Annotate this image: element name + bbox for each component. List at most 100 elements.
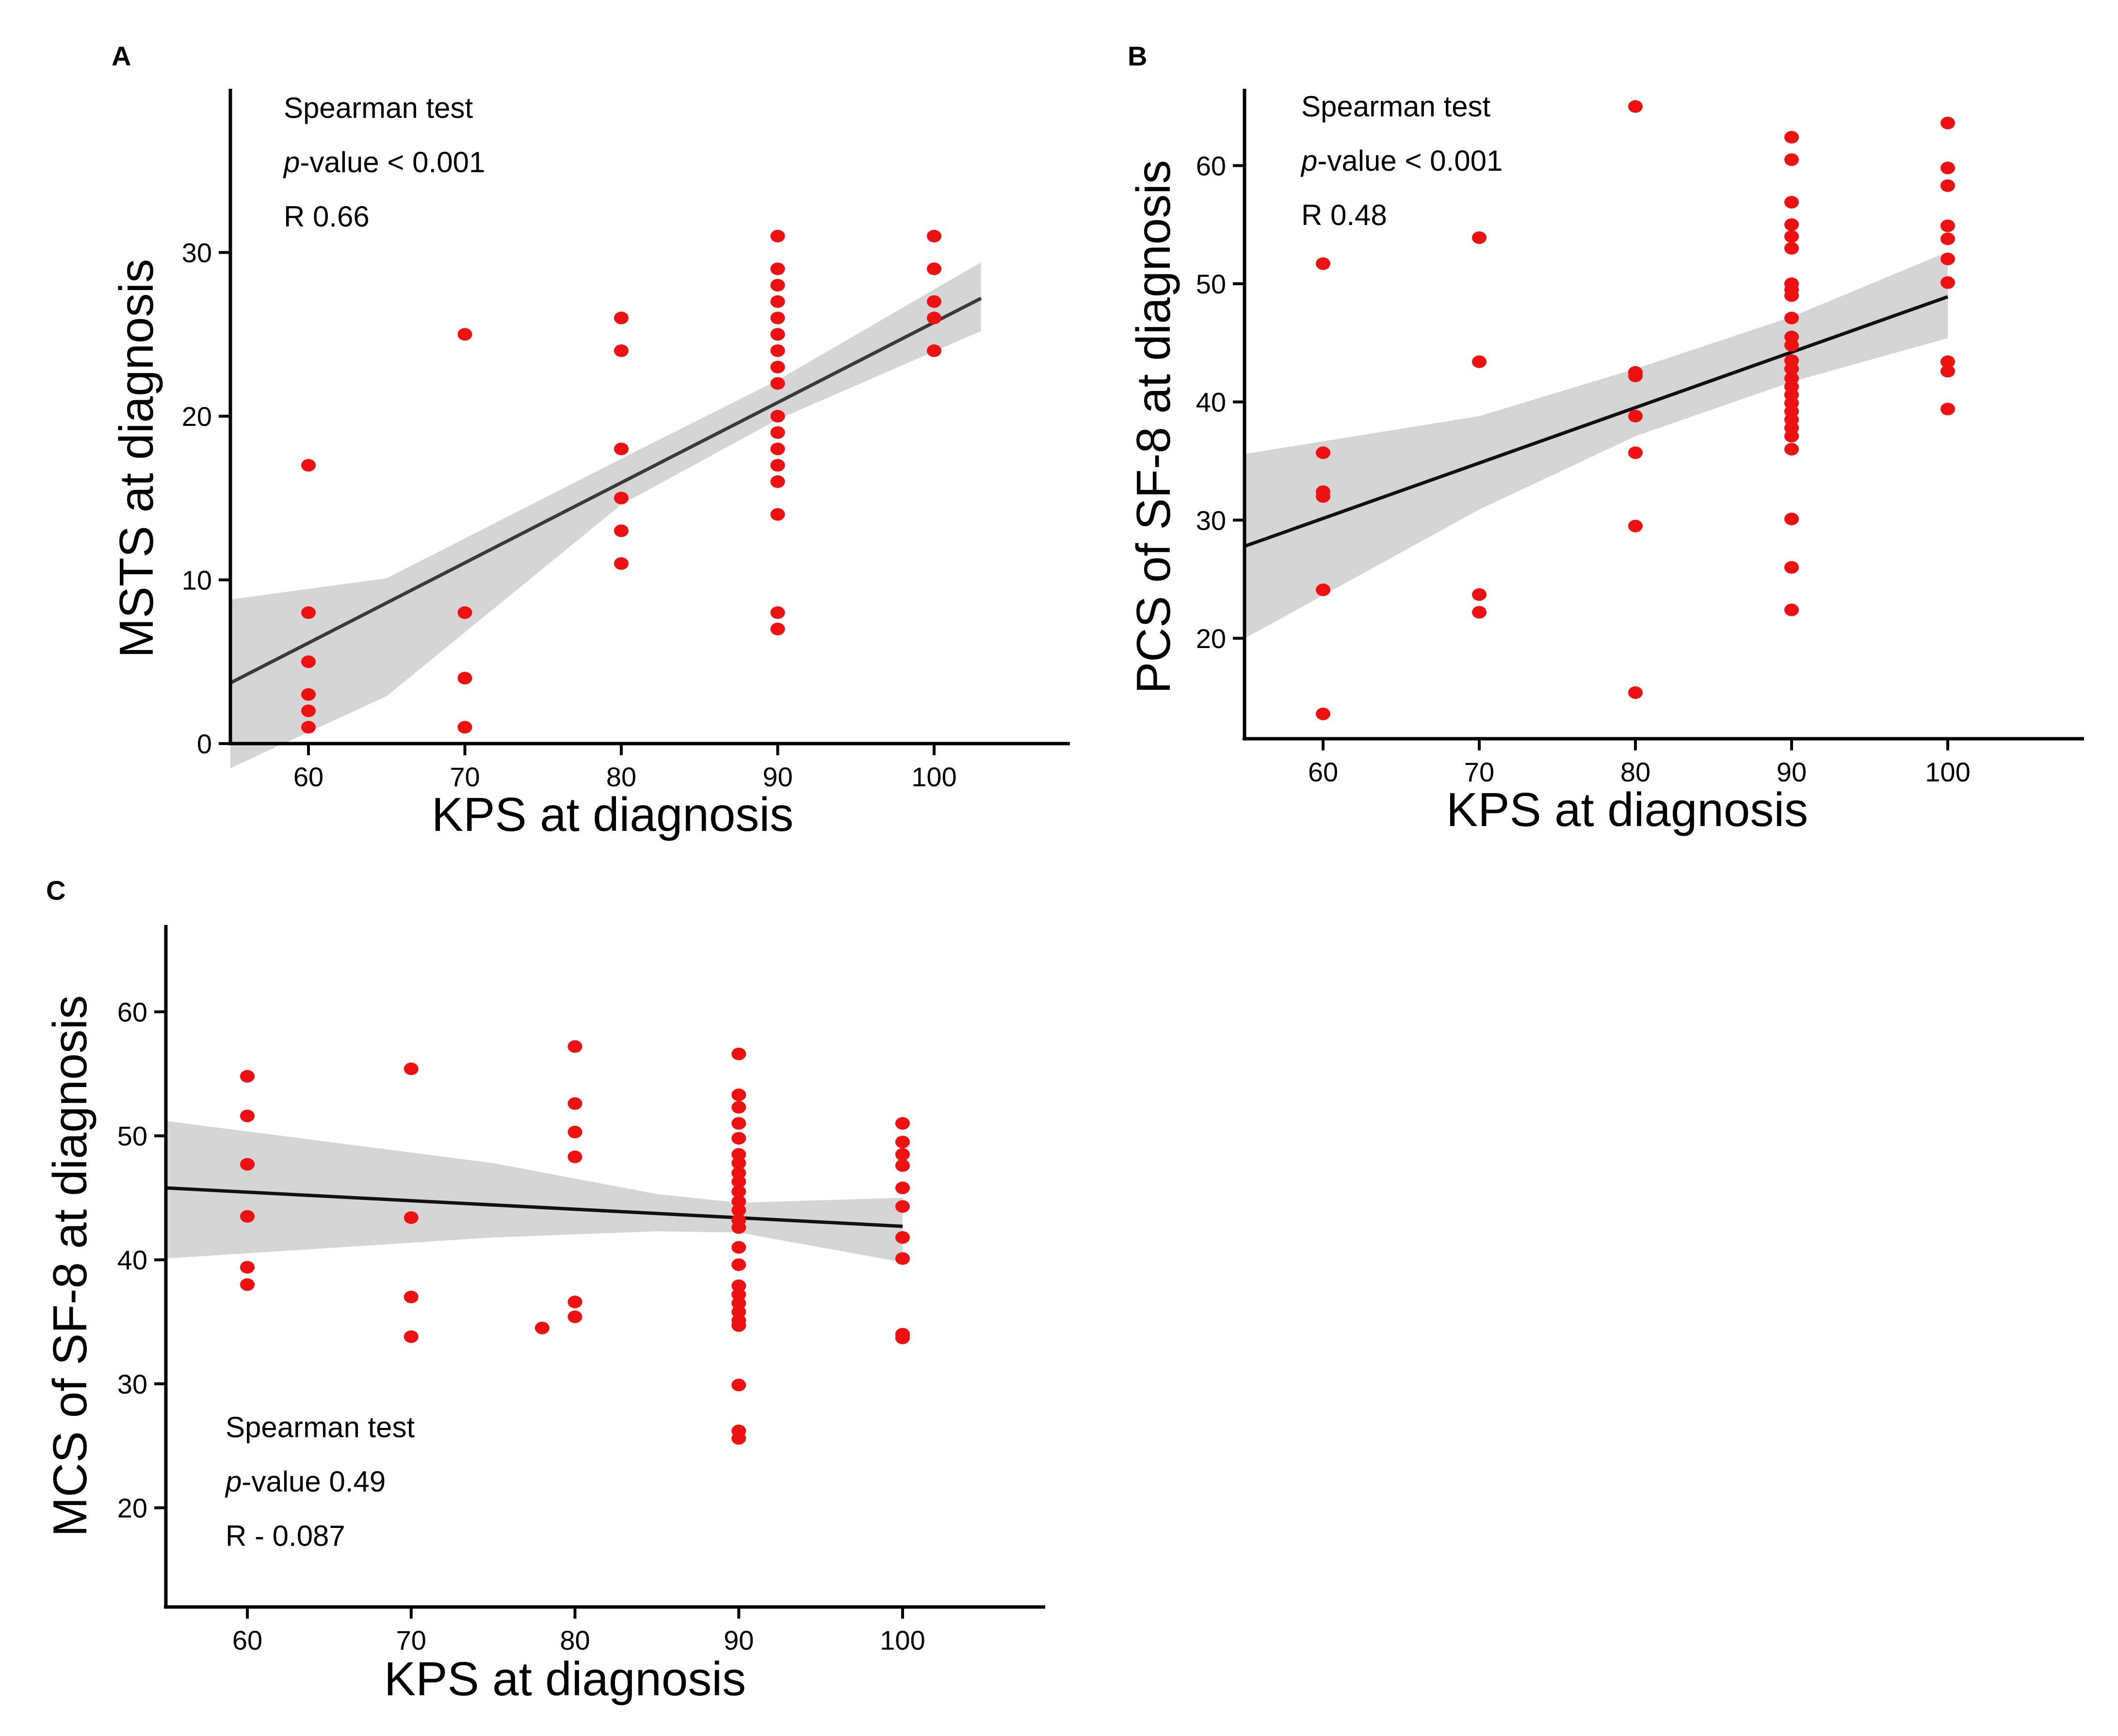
panel-c-point-28 xyxy=(731,1203,746,1217)
panel-c-point-6 xyxy=(404,1062,419,1075)
panel-b-point-14 xyxy=(1628,446,1643,459)
panel-c-point-14 xyxy=(567,1151,582,1164)
panel-a-point-31 xyxy=(770,606,785,619)
panel-c-point-48 xyxy=(895,1231,910,1244)
panel-b-point-10 xyxy=(1628,100,1643,113)
panel-b-point-0 xyxy=(1316,257,1330,270)
panel-a-x-tick-label-70: 70 xyxy=(450,762,480,792)
panel-c-point-22 xyxy=(731,1148,746,1161)
panel-a-point-6 xyxy=(457,328,472,341)
panel-a-point-7 xyxy=(457,606,472,619)
panel-a-point-20 xyxy=(770,311,785,324)
panel-b-point-4 xyxy=(1316,584,1330,597)
panel-b-test-name: Spearman test xyxy=(1301,90,1491,123)
panel-b-y-tick-label-30: 30 xyxy=(1196,505,1226,535)
panel-c-point-31 xyxy=(731,1241,746,1254)
panel-a-points xyxy=(301,229,941,734)
panel-c-point-5 xyxy=(240,1278,255,1291)
panel-a-point-5 xyxy=(301,721,316,734)
panel-c-point-8 xyxy=(404,1290,419,1303)
panel-b-point-40 xyxy=(1784,512,1799,525)
panel-a-point-12 xyxy=(614,442,629,455)
panel-b-point-51 xyxy=(1940,365,1955,378)
panel-c-label: C xyxy=(46,875,65,906)
panel-b-point-1 xyxy=(1316,446,1330,459)
panel-a-point-13 xyxy=(614,491,629,504)
panel-a-point-14 xyxy=(614,524,629,537)
panel-c-r-value: R - 0.087 xyxy=(226,1520,345,1552)
panel-a-point-36 xyxy=(927,311,941,324)
panel-b-point-21 xyxy=(1784,230,1799,243)
panel-a-point-30 xyxy=(770,508,785,521)
panel-a-point-3 xyxy=(301,688,316,701)
panel-b-point-42 xyxy=(1784,603,1799,617)
panel-a-point-26 xyxy=(770,426,785,439)
panel-c-y-ticks: 20 30 40 50 60 xyxy=(117,997,166,1523)
panel-b-point-30 xyxy=(1784,362,1799,375)
panel-a-label: A xyxy=(112,41,131,71)
panel-b-point-50 xyxy=(1940,355,1955,368)
panel-b-point-6 xyxy=(1472,231,1487,244)
panel-b-point-48 xyxy=(1940,252,1955,265)
panel-a-x-tick-label-60: 60 xyxy=(293,762,323,792)
panel-a-p-letter: p xyxy=(283,146,300,178)
panel-c-point-36 xyxy=(731,1305,746,1318)
panel-b-point-28 xyxy=(1784,339,1799,352)
panel-c-point-32 xyxy=(731,1258,746,1271)
panel-b-p-value: p-value < 0.001 xyxy=(1300,145,1503,177)
panel-a-y-ticks: 0 10 20 30 xyxy=(182,238,230,759)
panel-c-y-tick-label-60: 60 xyxy=(117,997,147,1027)
panel-b-y-tick-label-60: 60 xyxy=(1196,150,1226,181)
panel-a-point-32 xyxy=(770,622,785,635)
panel-b-point-7 xyxy=(1472,355,1487,368)
panel-c-point-27 xyxy=(731,1195,746,1208)
panel-a-point-23 xyxy=(770,360,785,373)
panel-b-y-tick-label-50: 50 xyxy=(1196,269,1226,299)
panel-c-point-39 xyxy=(731,1379,746,1392)
panel-b-point-18 xyxy=(1784,153,1799,166)
panel-c-y-axis-label: MCS of SF-8 at diagnosis xyxy=(43,995,97,1537)
panel-a-point-21 xyxy=(770,328,785,341)
panel-b-x-tick-label-60: 60 xyxy=(1308,757,1338,787)
panel-a-point-24 xyxy=(770,377,785,390)
panel-a: A 60 70 80 90 100 0 10 20 30 KPS at diagnosis M… xyxy=(110,41,1070,841)
panel-c-point-7 xyxy=(404,1211,419,1224)
panel-c-confidence-band xyxy=(165,1120,903,1263)
panel-c-x-tick-label-60: 60 xyxy=(232,1625,262,1655)
panel-a-point-35 xyxy=(927,295,941,308)
panel-a-point-9 xyxy=(457,721,472,734)
panel-b-point-12 xyxy=(1628,370,1643,383)
panel-c-point-16 xyxy=(567,1310,582,1323)
panel-b-point-26 xyxy=(1784,311,1799,324)
panel-c-point-13 xyxy=(567,1125,582,1138)
panel-c-y-tick-label-20: 20 xyxy=(117,1493,147,1523)
panel-a-point-37 xyxy=(927,344,941,357)
panel-c-point-20 xyxy=(731,1117,746,1130)
panel-a-point-8 xyxy=(457,672,472,684)
panel-c-x-tick-label-100: 100 xyxy=(880,1625,925,1655)
panel-c-point-26 xyxy=(731,1185,746,1198)
panel-a-y-tick-label-0: 0 xyxy=(197,729,212,759)
panel-b-point-52 xyxy=(1940,403,1955,416)
panel-c-point-33 xyxy=(731,1279,746,1292)
panel-b-point-38 xyxy=(1784,430,1799,443)
panel-c-point-15 xyxy=(567,1296,582,1309)
panel-c-point-0 xyxy=(240,1070,255,1083)
panel-c-point-19 xyxy=(731,1101,746,1114)
panel-c-x-tick-label-90: 90 xyxy=(724,1625,754,1655)
panel-b-point-22 xyxy=(1784,242,1799,255)
panel-c-x-ticks: 60 70 80 90 100 xyxy=(232,1607,925,1655)
panel-b-x-axis-label: KPS at diagnosis xyxy=(1446,783,1808,836)
panel-b-point-41 xyxy=(1784,561,1799,574)
panel-a-x-axis-label: KPS at diagnosis xyxy=(432,788,793,841)
panel-a-point-15 xyxy=(614,557,629,570)
panel-b-point-44 xyxy=(1940,162,1955,175)
panel-b-point-19 xyxy=(1784,195,1799,209)
panel-c-point-9 xyxy=(404,1330,419,1343)
panel-c-point-47 xyxy=(895,1200,910,1213)
panel-c-y-tick-label-50: 50 xyxy=(117,1121,147,1152)
panel-c-point-12 xyxy=(567,1097,582,1110)
panel-a-point-22 xyxy=(770,344,785,357)
panel-b-y-ticks: 20 30 40 50 60 xyxy=(1196,150,1245,654)
